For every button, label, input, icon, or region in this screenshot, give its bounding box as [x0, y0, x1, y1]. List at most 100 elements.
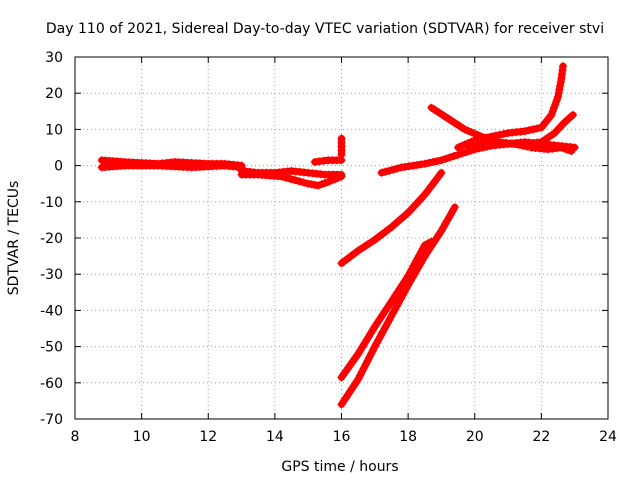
data-point: [569, 110, 577, 119]
data-point: [556, 78, 565, 87]
data-point: [381, 167, 390, 176]
data-point: [559, 62, 567, 71]
data-point: [483, 133, 492, 142]
data-point: [420, 241, 429, 250]
data-point: [389, 165, 398, 174]
data-point: [381, 322, 390, 331]
data-track: [454, 62, 567, 152]
data-point: [567, 147, 576, 156]
data-point: [495, 130, 504, 139]
grid: [75, 57, 608, 419]
y-tick-label: -50: [40, 340, 63, 356]
data-point: [396, 294, 405, 303]
data-point: [560, 144, 569, 153]
data-track: [464, 110, 577, 150]
data-point: [437, 168, 446, 177]
data-point: [337, 172, 346, 181]
data-point: [380, 325, 389, 334]
data-point: [314, 181, 323, 190]
y-tick-label: 30: [45, 50, 63, 66]
data-point: [299, 178, 308, 187]
data-point: [369, 346, 377, 355]
data-point: [295, 177, 304, 186]
ticks: 8 10 12 14 16 18 20 22 24 -70 -60 -50 -40 -30 -20 -10 0 1…: [40, 50, 617, 445]
data-point: [449, 152, 458, 161]
data-point: [547, 110, 556, 119]
x-axis-title: GPS time / hours: [281, 459, 398, 475]
data-point: [437, 226, 446, 235]
y-tick-label: 20: [45, 86, 63, 102]
data-point: [370, 342, 379, 351]
data-point: [424, 158, 433, 167]
data-point: [356, 371, 364, 380]
data-point: [450, 203, 459, 212]
data-point: [454, 143, 463, 152]
data-point: [458, 149, 467, 158]
data-point: [439, 223, 448, 232]
data-point: [385, 166, 394, 175]
x-tick-label: 10: [133, 429, 151, 445]
x-tick-label: 8: [71, 429, 80, 445]
data-point: [554, 89, 563, 98]
data-point: [378, 328, 387, 337]
data-point: [385, 315, 394, 324]
data-point: [464, 126, 473, 135]
x-tick-label: 22: [532, 429, 550, 445]
data-point: [524, 126, 533, 135]
data-point: [556, 82, 564, 90]
x-tick-label: 24: [599, 429, 617, 445]
data-point: [376, 332, 385, 341]
y-tick-label: -10: [40, 195, 63, 211]
y-tick-label: 0: [54, 159, 63, 175]
data-point: [441, 154, 450, 163]
data-point: [412, 266, 421, 275]
data-track: [97, 161, 246, 172]
data-point: [357, 367, 366, 376]
data-point: [487, 132, 496, 141]
data-track: [337, 134, 346, 159]
data-point: [354, 349, 363, 358]
data-point: [393, 164, 402, 173]
data-point: [361, 360, 370, 369]
data-point: [334, 173, 343, 182]
data-point: [402, 284, 411, 293]
data-point: [433, 157, 442, 166]
data-point: [429, 158, 438, 166]
y-tick-label: -70: [40, 412, 63, 428]
data-point: [374, 335, 383, 344]
data-point: [387, 311, 396, 320]
data-point: [557, 143, 566, 152]
data-track-band: [338, 203, 459, 408]
data-point: [448, 206, 457, 215]
data-point: [383, 318, 392, 327]
data-point: [491, 131, 500, 140]
data-point: [364, 332, 373, 341]
data-point: [290, 176, 299, 185]
y-tick-label: -60: [40, 376, 63, 392]
data-point: [564, 145, 572, 154]
data-point: [460, 125, 469, 134]
data-point: [548, 107, 557, 116]
data-point: [529, 125, 537, 134]
data-point: [337, 134, 346, 143]
data-point: [389, 308, 398, 317]
data-point: [320, 179, 329, 188]
x-tick-label: 20: [466, 429, 484, 445]
data-point: [330, 175, 339, 184]
data-point: [286, 174, 295, 183]
data-point: [359, 364, 368, 373]
data-point: [552, 96, 561, 105]
data-point: [324, 177, 333, 186]
data-point: [327, 176, 336, 185]
data-point: [443, 216, 452, 225]
data-point: [457, 142, 466, 151]
data-layer: [97, 62, 579, 409]
data-point: [499, 129, 508, 138]
data-track: [237, 170, 346, 190]
data-point: [394, 298, 403, 307]
data-point: [282, 173, 290, 182]
data-point: [420, 159, 429, 168]
y-tick-label: -20: [40, 231, 63, 247]
data-point: [554, 92, 562, 101]
